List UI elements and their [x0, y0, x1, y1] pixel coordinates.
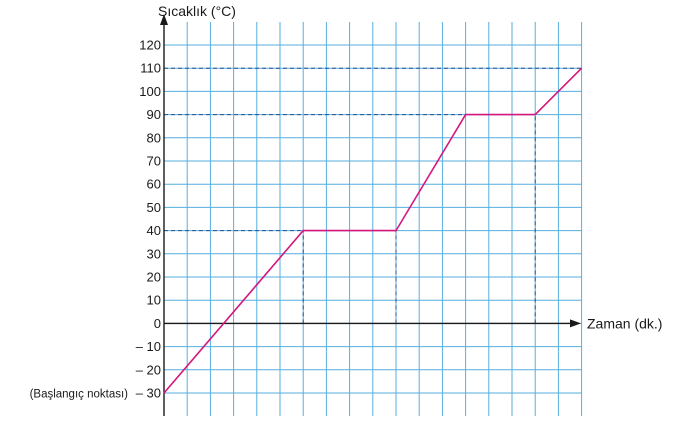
- axes: [160, 14, 581, 416]
- y-tick-label: 70: [147, 154, 161, 169]
- x-axis-arrow-icon: [570, 319, 581, 328]
- grid: [163, 22, 583, 416]
- temperature-series-line: [163, 67, 583, 394]
- y-tick-label: – 10: [136, 339, 161, 354]
- y-tick-label: 40: [147, 223, 161, 238]
- guide-lines: [164, 67, 582, 324]
- y-tick-label: 110: [140, 61, 161, 76]
- y-tick-label: 120: [139, 38, 161, 53]
- y-tick-label: – 30: [136, 386, 161, 401]
- y-axis-arrow-icon: [160, 14, 168, 25]
- y-tick-label: – 20: [136, 362, 161, 377]
- y-tick-label: 90: [147, 107, 161, 122]
- y-tick-label: 100: [139, 84, 161, 99]
- y-tick-label: 60: [147, 177, 161, 192]
- y-tick-label: 10: [147, 293, 161, 308]
- y-axis-title: Sıcaklık (°C): [158, 3, 236, 19]
- y-tick-label: 80: [147, 130, 161, 145]
- y-tick-label: 0: [154, 316, 161, 331]
- y-tick-label: 30: [147, 246, 161, 261]
- series: [163, 67, 583, 394]
- x-axis-title: Zaman (dk.): [587, 315, 662, 331]
- y-tick-label: 50: [147, 200, 161, 215]
- y-tick-label: 20: [147, 270, 161, 285]
- start-point-note: (Başlangıç noktası): [30, 389, 129, 401]
